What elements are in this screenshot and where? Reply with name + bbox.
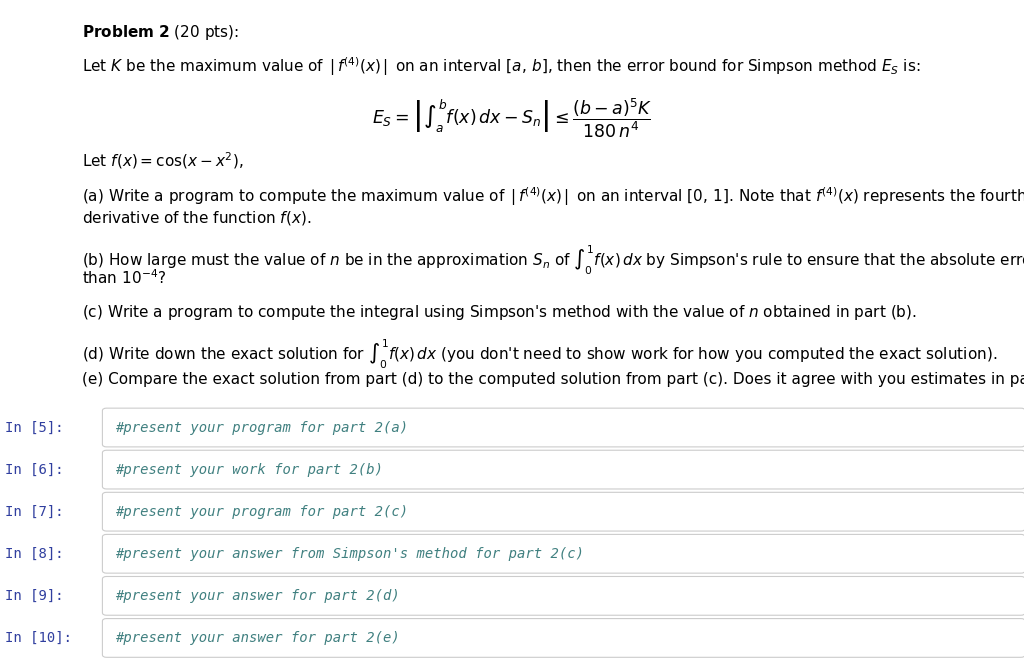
Text: (c) Write a program to compute the integral using Simpson's method with the valu: (c) Write a program to compute the integ… — [82, 303, 916, 321]
Text: In [5]:: In [5]: — [5, 421, 63, 434]
FancyBboxPatch shape — [102, 450, 1024, 489]
FancyBboxPatch shape — [102, 534, 1024, 573]
FancyBboxPatch shape — [102, 619, 1024, 657]
Text: In [7]:: In [7]: — [5, 505, 63, 518]
Text: #present your work for part 2(b): #present your work for part 2(b) — [115, 463, 383, 476]
Text: (e) Compare the exact solution from part (d) to the computed solution from part : (e) Compare the exact solution from part… — [82, 372, 1024, 387]
Text: #present your answer for part 2(e): #present your answer for part 2(e) — [115, 631, 399, 645]
FancyBboxPatch shape — [102, 408, 1024, 447]
Text: In [6]:: In [6]: — [5, 463, 63, 476]
Text: Let $K$ be the maximum value of $\,|\,f^{(4)}(x)\,|\,$ on an interval $[a,\,b]$,: Let $K$ be the maximum value of $\,|\,f^… — [82, 55, 921, 78]
Text: #present your answer from Simpson's method for part 2(c): #present your answer from Simpson's meth… — [115, 547, 584, 560]
Text: #present your program for part 2(a): #present your program for part 2(a) — [115, 421, 408, 434]
Text: In [9]:: In [9]: — [5, 589, 63, 603]
Text: than $10^{-4}$?: than $10^{-4}$? — [82, 268, 166, 287]
FancyBboxPatch shape — [102, 492, 1024, 531]
Text: In [8]:: In [8]: — [5, 547, 63, 560]
Text: Let $f(x) = \cos(x - x^2),$: Let $f(x) = \cos(x - x^2),$ — [82, 150, 244, 171]
Text: $E_S = \left|\int_a^b f(x)\,dx - S_n\right| \leq \dfrac{(b-a)^5 K}{180\,n^4}$: $E_S = \left|\int_a^b f(x)\,dx - S_n\rig… — [372, 97, 652, 140]
Text: (d) Write down the exact solution for $\int_0^1 f(x)\,dx$ (you don't need to sho: (d) Write down the exact solution for $\… — [82, 337, 997, 371]
Text: #present your program for part 2(c): #present your program for part 2(c) — [115, 505, 408, 518]
Text: derivative of the function $f(x).$: derivative of the function $f(x).$ — [82, 209, 311, 227]
Text: #present your answer for part 2(d): #present your answer for part 2(d) — [115, 589, 399, 603]
Text: (b) How large must the value of $n$ be in the approximation $S_n$ of $\int_0^1 f: (b) How large must the value of $n$ be i… — [82, 244, 1024, 277]
Text: In [10]:: In [10]: — [5, 631, 72, 645]
FancyBboxPatch shape — [102, 576, 1024, 615]
Text: $\mathbf{Problem\ 2}$ (20 pts):: $\mathbf{Problem\ 2}$ (20 pts): — [82, 23, 239, 42]
Text: (a) Write a program to compute the maximum value of $\,|\,f^{(4)}(x)\,|\,$ on an: (a) Write a program to compute the maxim… — [82, 185, 1024, 208]
